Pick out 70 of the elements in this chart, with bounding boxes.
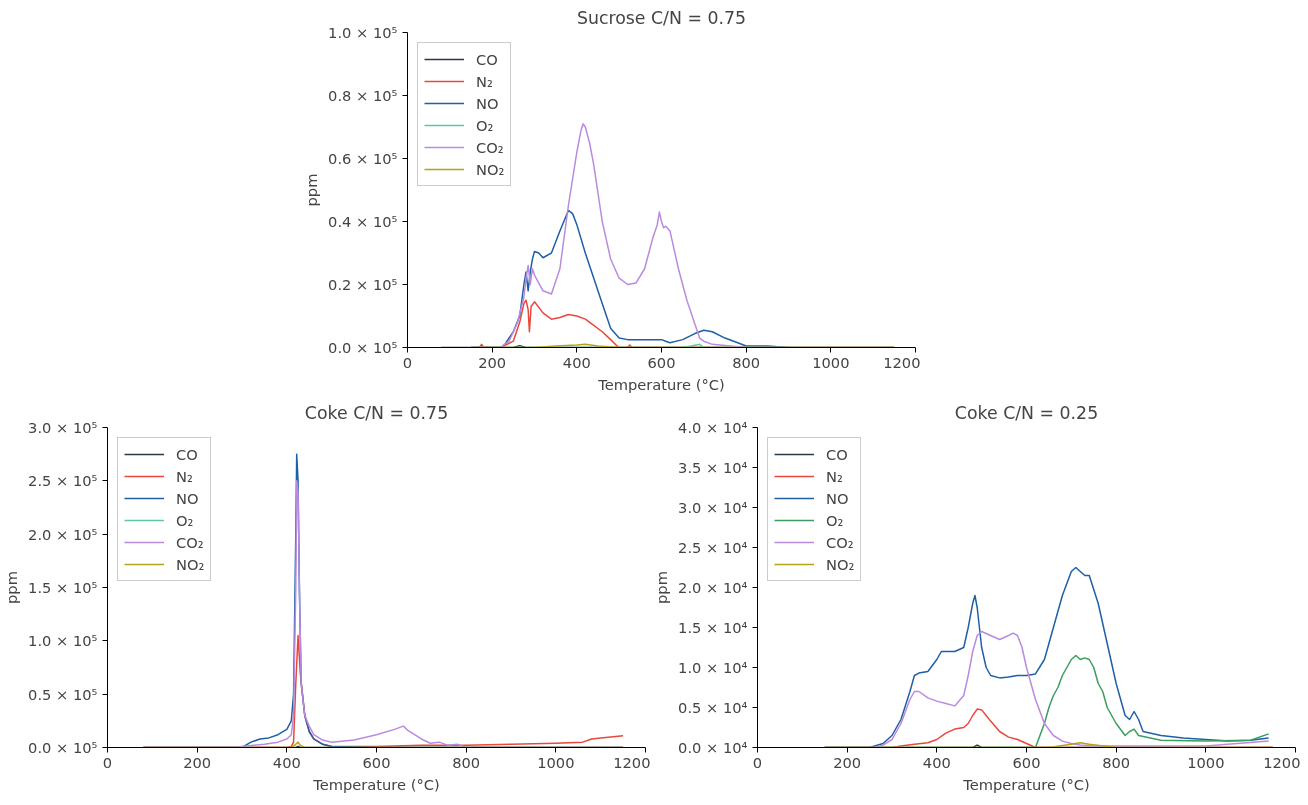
x-axis-title: Temperature (°C) <box>597 375 725 393</box>
y-tick-label: 1.0 × 10⁵ <box>28 632 98 650</box>
y-tick-label: 2.5 × 10⁴ <box>678 539 748 556</box>
y-tick-label: 1.0 × 10⁴ <box>678 659 748 676</box>
x-tick-label: 0 <box>102 753 113 771</box>
y-tick-label: 0.5 × 10⁴ <box>678 699 748 716</box>
x-tick-label: 0 <box>752 753 763 771</box>
legend-label: NO <box>476 94 499 112</box>
legend-label: CO <box>176 445 198 463</box>
legend-label: N₂ <box>476 72 494 90</box>
legend-label: CO₂ <box>176 533 204 551</box>
y-tick-label: 3.0 × 10⁴ <box>678 499 748 516</box>
x-tick-label: 200 <box>183 753 212 771</box>
y-tick-label: 0.8 × 10⁵ <box>328 87 398 104</box>
legend-label: N₂ <box>826 467 844 485</box>
y-tick-label: 1.5 × 10⁴ <box>678 619 748 636</box>
legend-label: O₂ <box>826 511 845 529</box>
chart-title: Sucrose C/N = 0.75 <box>576 7 747 28</box>
x-tick-label: 600 <box>1012 753 1041 771</box>
legend-label: CO₂ <box>826 533 854 551</box>
y-axis-title: ppm <box>303 173 321 207</box>
chart-title: Coke C/N = 0.25 <box>954 402 1099 423</box>
x-tick-label: 800 <box>1102 753 1131 771</box>
x-tick-label: 600 <box>647 353 676 371</box>
legend-label: NO₂ <box>476 160 505 178</box>
legend-label: CO₂ <box>476 138 504 156</box>
x-tick-label: 1000 <box>537 753 575 771</box>
y-axis-title: ppm <box>3 571 21 604</box>
y-tick-label: 0.6 × 10⁵ <box>328 150 398 167</box>
y-tick-label: 4.0 × 10⁴ <box>678 419 748 436</box>
x-tick-label: 200 <box>478 353 507 371</box>
y-tick-label: 0.0 × 10⁵ <box>328 339 398 356</box>
x-tick-label: 200 <box>833 753 862 771</box>
y-axis-title: ppm <box>653 571 671 604</box>
y-tick-label: 3.5 × 10⁴ <box>678 459 748 476</box>
x-tick-label: 600 <box>362 753 391 771</box>
x-tick-label: 1200 <box>613 753 651 771</box>
x-tick-label: 800 <box>452 753 481 771</box>
y-tick-label: 0.2 × 10⁵ <box>328 276 398 293</box>
x-tick-label: 400 <box>922 753 951 771</box>
y-tick-label: 0.0 × 10⁴ <box>678 739 748 756</box>
y-tick-label: 3.0 × 10⁵ <box>28 419 98 436</box>
legend-label: NO <box>826 489 849 507</box>
x-tick-label: 1000 <box>812 353 850 371</box>
x-tick-label: 1200 <box>883 353 921 371</box>
y-tick-label: 2.0 × 10⁴ <box>678 579 748 596</box>
legend-label: N₂ <box>176 467 194 485</box>
legend-label: CO <box>826 445 848 463</box>
legend-label: NO <box>176 489 199 507</box>
y-tick-label: 1.0 × 10⁵ <box>328 24 398 41</box>
x-tick-label: 1200 <box>1263 753 1301 771</box>
chart-title: Coke C/N = 0.75 <box>304 402 449 423</box>
y-tick-label: 0.0 × 10⁵ <box>28 739 98 756</box>
x-axis-title: Temperature (°C) <box>962 775 1090 793</box>
y-tick-label: 2.5 × 10⁵ <box>28 472 98 490</box>
x-axis-title: Temperature (°C) <box>312 775 440 793</box>
y-tick-label: 1.5 × 10⁵ <box>28 579 98 596</box>
x-tick-label: 800 <box>732 353 761 371</box>
legend-label: CO <box>476 50 498 68</box>
y-tick-label: 0.5 × 10⁵ <box>28 685 98 703</box>
x-tick-label: 400 <box>272 753 301 771</box>
legend-label: O₂ <box>476 116 495 134</box>
legend-label: NO₂ <box>826 555 855 573</box>
x-tick-label: 0 <box>402 353 413 371</box>
x-tick-label: 400 <box>562 353 591 371</box>
y-tick-label: 0.4 × 10⁵ <box>328 213 398 230</box>
y-tick-label: 2.0 × 10⁵ <box>28 525 98 543</box>
legend-label: O₂ <box>176 511 195 529</box>
legend-label: NO₂ <box>176 555 205 573</box>
x-tick-label: 1000 <box>1187 753 1225 771</box>
